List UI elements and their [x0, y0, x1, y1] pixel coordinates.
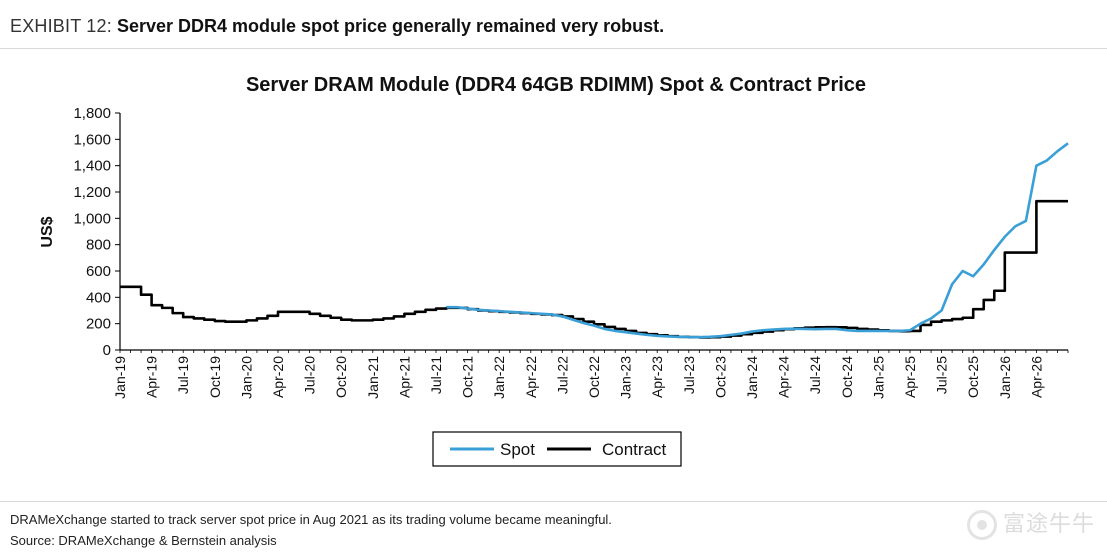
- x-tick-label: Oct-19: [207, 356, 223, 398]
- x-tick-label: Oct-24: [839, 356, 855, 398]
- exhibit-label: EXHIBIT 12:: [10, 16, 112, 36]
- x-tick-label: Jan-19: [112, 356, 128, 399]
- x-tick-label: Oct-25: [965, 356, 981, 398]
- x-tick-label: Jul-23: [681, 356, 697, 394]
- legend-label: Contract: [602, 440, 667, 459]
- x-tick-label: Apr-19: [144, 356, 160, 398]
- x-tick-label: Apr-20: [270, 356, 286, 398]
- watermark: 富途牛牛: [966, 506, 1095, 540]
- y-axis-label: US$: [39, 216, 56, 247]
- x-tick-label: Jan-25: [870, 356, 886, 399]
- y-tick-label: 400: [86, 289, 111, 306]
- x-tick-label: Jan-24: [744, 356, 760, 399]
- series-line-contract: [120, 199, 1068, 339]
- x-tick-label: Oct-21: [460, 356, 476, 398]
- legend-label: Spot: [500, 440, 535, 459]
- x-tick-label: Apr-26: [1028, 356, 1044, 398]
- x-tick-label: Apr-23: [649, 356, 665, 398]
- y-tick-label: 1,800: [73, 105, 111, 122]
- y-tick-label: 1,200: [73, 184, 111, 201]
- y-tick-label: 200: [86, 316, 111, 333]
- chart-title: Server DRAM Module (DDR4 64GB RDIMM) Spo…: [246, 74, 866, 96]
- watermark-logo-icon: [966, 510, 997, 540]
- watermark-text: 富途牛牛: [1002, 512, 1095, 537]
- y-tick-label: 800: [86, 237, 111, 254]
- x-tick-label: Apr-24: [776, 356, 792, 398]
- chart: Server DRAM Module (DDR4 64GB RDIMM) Spo…: [39, 74, 1069, 467]
- x-tick-label: Jan-23: [618, 356, 634, 399]
- x-tick-label: Jul-22: [554, 356, 570, 394]
- exhibit-heading: EXHIBIT 12: Server DDR4 module spot pric…: [10, 16, 664, 37]
- x-tick-label: Apr-22: [523, 356, 539, 398]
- y-tick-label: 1,000: [73, 210, 111, 227]
- x-tick-label: Jan-26: [997, 356, 1013, 399]
- bottom-divider: [0, 501, 1107, 502]
- x-tick-label: Jul-25: [934, 356, 950, 394]
- x-tick-label: Oct-22: [586, 356, 602, 398]
- x-tick-label: Jul-20: [302, 356, 318, 394]
- x-tick-label: Apr-25: [902, 356, 918, 398]
- x-tick-label: Jan-21: [365, 356, 381, 399]
- x-tick-label: Oct-23: [712, 356, 728, 398]
- x-tick-label: Jan-22: [491, 356, 507, 399]
- y-tick-label: 0: [103, 342, 111, 359]
- exhibit-title: Server DDR4 module spot price generally …: [116, 16, 665, 36]
- x-tick-label: Jan-20: [238, 356, 254, 399]
- top-divider: [0, 48, 1107, 49]
- footnote-note: DRAMeXchange started to track server spo…: [10, 512, 612, 527]
- y-tick-label: 1,400: [73, 158, 111, 175]
- x-tick-label: Oct-20: [333, 356, 349, 398]
- x-tick-label: Jul-19: [175, 356, 191, 394]
- y-tick-label: 600: [86, 263, 111, 280]
- series-line-spot: [446, 142, 1069, 339]
- x-tick-label: Apr-21: [396, 356, 412, 398]
- y-tick-label: 1,600: [73, 131, 111, 148]
- footnote-source: Source: DRAMeXchange & Bernstein analysi…: [10, 533, 277, 548]
- x-tick-label: Jul-21: [428, 356, 444, 394]
- x-tick-label: Jul-24: [807, 356, 823, 394]
